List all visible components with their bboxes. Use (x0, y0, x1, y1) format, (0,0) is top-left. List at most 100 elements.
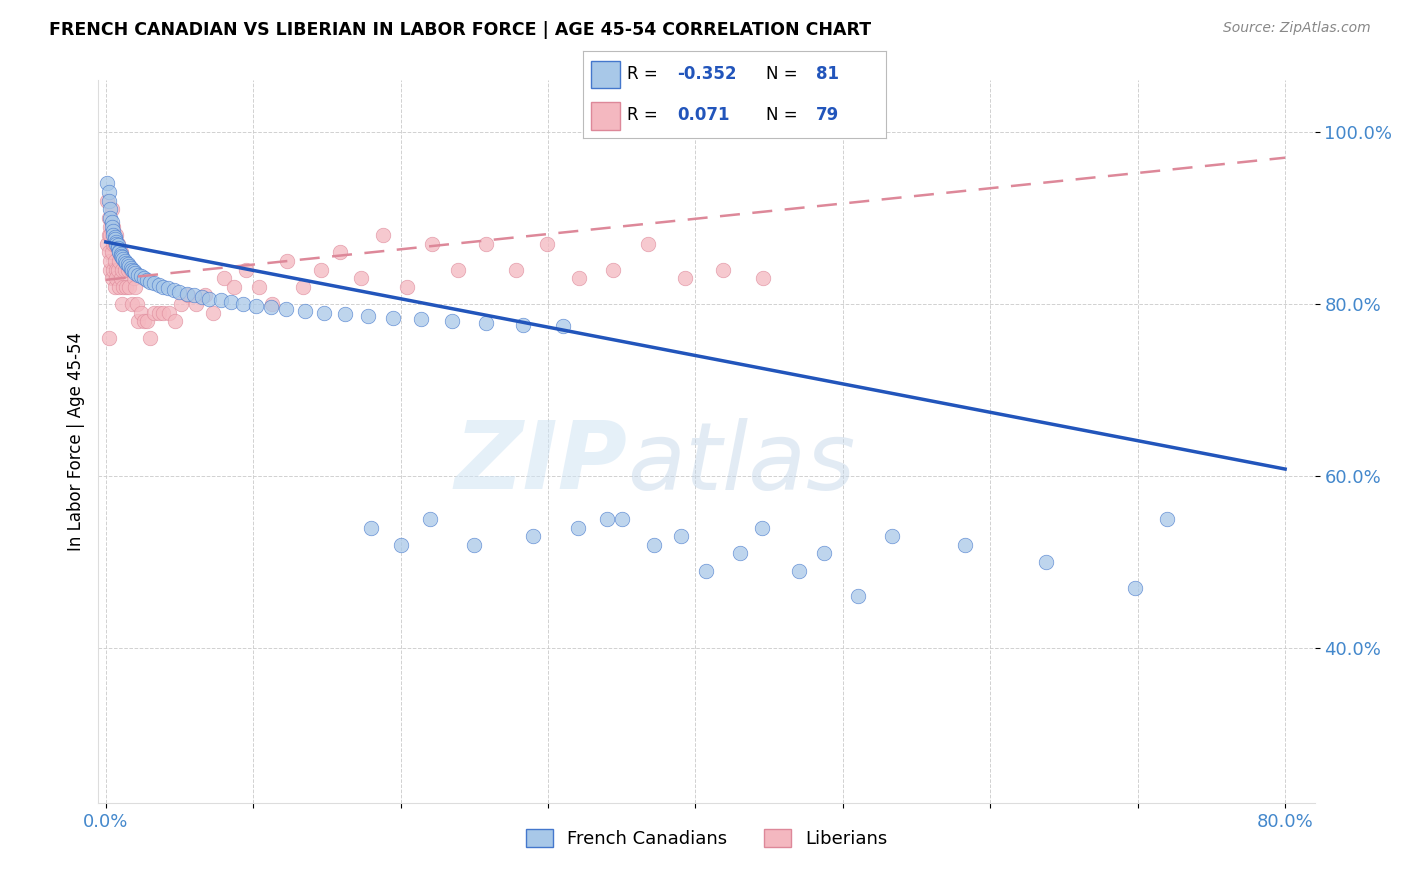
Point (235, 262, 257, 277)
Point (813, 546, 835, 560)
Bar (591, 103, 620, 129)
Point (522, 529, 544, 543)
Point (212, 271, 235, 285)
Point (292, 279, 315, 293)
Point (846, 590, 869, 604)
Point (97, 228, 120, 243)
Point (143, 305, 166, 319)
Point (152, 279, 174, 293)
Point (139, 331, 162, 345)
Point (101, 236, 124, 251)
Point (110, 247, 132, 261)
Point (98, 262, 121, 277)
Point (713, 262, 735, 277)
Point (152, 305, 174, 319)
Text: 81: 81 (817, 65, 839, 84)
Point (122, 264, 145, 278)
Bar (591, 62, 620, 88)
Point (105, 271, 128, 285)
Text: ZIP: ZIP (454, 417, 627, 509)
Text: -0.352: -0.352 (678, 65, 737, 84)
Point (176, 286, 198, 301)
Point (107, 238, 129, 252)
Point (1156, 512, 1178, 526)
Point (96, 194, 118, 208)
Point (127, 314, 149, 328)
Point (184, 297, 207, 311)
Point (124, 279, 146, 293)
Point (139, 275, 162, 289)
Text: FRENCH CANADIAN VS LIBERIAN IN LABOR FORCE | AGE 45-54 CORRELATION CHART: FRENCH CANADIAN VS LIBERIAN IN LABOR FOR… (49, 21, 872, 39)
Point (118, 259, 141, 273)
Point (129, 305, 152, 319)
Text: 79: 79 (817, 105, 839, 124)
Point (98, 228, 121, 243)
Point (134, 314, 156, 328)
Text: Source: ZipAtlas.com: Source: ZipAtlas.com (1223, 21, 1371, 36)
Point (209, 293, 232, 308)
Point (105, 236, 128, 251)
Point (193, 288, 215, 302)
Point (728, 546, 751, 560)
Point (274, 301, 297, 317)
Point (420, 236, 443, 251)
Point (247, 279, 270, 293)
Point (232, 297, 254, 311)
Point (198, 292, 221, 306)
Point (107, 241, 129, 255)
Point (643, 538, 665, 552)
Point (143, 277, 166, 291)
Point (111, 297, 134, 311)
Point (110, 245, 132, 260)
Text: R =: R = (627, 105, 669, 124)
Point (104, 229, 127, 244)
Point (100, 202, 122, 217)
Point (114, 253, 136, 268)
Point (97, 245, 120, 260)
Point (463, 538, 485, 552)
Point (134, 271, 156, 285)
Point (105, 235, 128, 249)
Point (880, 529, 903, 543)
Point (118, 279, 141, 293)
Point (360, 520, 382, 534)
Point (112, 279, 135, 293)
Point (108, 245, 131, 260)
Point (1035, 555, 1057, 569)
Point (441, 314, 464, 328)
Point (262, 297, 284, 311)
Point (751, 520, 773, 534)
Point (695, 564, 717, 578)
Point (122, 271, 145, 285)
Point (108, 253, 131, 268)
Point (148, 305, 170, 319)
Point (165, 314, 187, 328)
Text: R =: R = (627, 65, 664, 84)
Point (568, 271, 591, 285)
Point (602, 262, 624, 277)
Point (156, 281, 179, 295)
Point (505, 262, 527, 277)
Point (357, 309, 380, 323)
Point (183, 288, 205, 302)
Point (117, 262, 139, 277)
Point (127, 268, 149, 282)
Point (312, 305, 335, 319)
Point (100, 228, 122, 243)
Point (98, 211, 121, 225)
Point (104, 232, 127, 246)
Point (169, 285, 191, 299)
Point (382, 310, 405, 325)
Point (117, 257, 139, 271)
Point (294, 303, 316, 318)
Point (104, 279, 127, 293)
Point (121, 297, 143, 311)
Point (567, 520, 589, 534)
Point (110, 271, 132, 285)
Point (610, 512, 633, 526)
Point (512, 318, 534, 332)
Point (673, 271, 696, 285)
Point (97, 211, 120, 225)
Point (97, 331, 120, 345)
Point (350, 271, 373, 285)
